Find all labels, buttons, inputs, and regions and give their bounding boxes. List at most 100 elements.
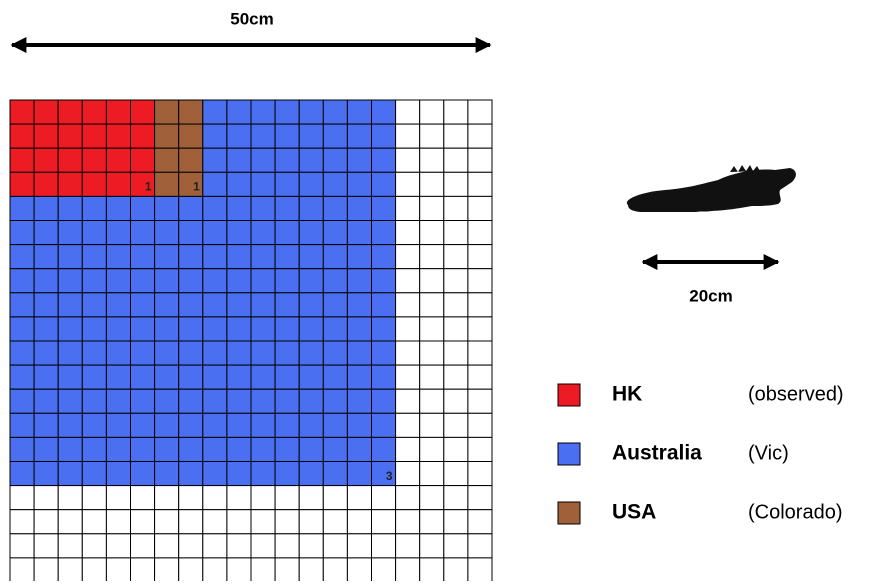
grid-cell: [130, 436, 156, 462]
grid-cell: [57, 171, 83, 197]
legend-note: (observed): [748, 383, 844, 405]
grid-cell: [33, 388, 59, 414]
grid-cell: [9, 147, 35, 173]
grid-cell: [154, 436, 180, 462]
grid-cell: [274, 292, 300, 318]
grid-cell: [274, 195, 300, 221]
grid-cell: [371, 99, 397, 125]
grid-cell: [322, 244, 348, 270]
grid-cell: [154, 485, 180, 511]
grid-cell: [81, 461, 107, 487]
grid-cell: [57, 364, 83, 390]
grid-cell: [226, 123, 252, 149]
grid-cell: [395, 99, 421, 125]
grid-cell: [226, 340, 252, 366]
grid-cell: [346, 99, 372, 125]
grid-cell: [178, 268, 204, 294]
grid-cell: [33, 340, 59, 366]
grid-cell: [322, 485, 348, 511]
grid-cell: [81, 533, 107, 559]
grid-cell: [443, 557, 469, 583]
grid-cell: [371, 220, 397, 246]
grid-cell: [81, 195, 107, 221]
grid-cell: [322, 268, 348, 294]
grid-cell: [105, 316, 132, 342]
grid-cell: [322, 436, 348, 462]
grid-cell: [467, 195, 493, 221]
grid-cell: [57, 195, 83, 221]
grid-cell: [371, 436, 397, 462]
grid-cell: [202, 461, 228, 487]
grid-cell: [226, 485, 252, 511]
grid-cell: [178, 412, 204, 438]
grid-cell: [9, 340, 35, 366]
grid-cell: [322, 147, 348, 173]
grid-cell: [443, 316, 469, 342]
grid-cell: [226, 171, 252, 197]
grid-cell: [467, 147, 493, 173]
grid-cell: [178, 244, 204, 270]
grid-cell: [130, 123, 156, 149]
grid-cell: [298, 412, 324, 438]
grid-cell: [226, 364, 252, 390]
legend-note: (Colorado): [748, 501, 842, 523]
cell-label: 1: [193, 180, 200, 194]
grid-cell: [130, 292, 156, 318]
grid-cell: [130, 412, 156, 438]
grid-cell: [298, 364, 324, 390]
grid-cell: [250, 388, 276, 414]
grid-cell: [419, 509, 445, 535]
grid-cell: [57, 244, 83, 270]
grid-cell: [298, 461, 324, 487]
grid-cell: [419, 244, 445, 270]
legend-name: USA: [612, 501, 656, 524]
grid-cell: [395, 364, 421, 390]
grid-cell: [57, 461, 83, 487]
grid-cell: [298, 533, 324, 559]
grid-cell: [322, 195, 348, 221]
grid-cell: [202, 412, 228, 438]
grid-cell: [298, 123, 324, 149]
grid-cell: [346, 292, 372, 318]
grid-cell: [250, 364, 276, 390]
grid-cell: [202, 533, 228, 559]
grid-cell: [105, 268, 132, 294]
grid-cell: [33, 123, 59, 149]
grid-cell: [226, 461, 252, 487]
grid-cell: [178, 364, 204, 390]
grid-cell: [419, 388, 445, 414]
grid-cell: [346, 123, 372, 149]
grid-cell: [154, 123, 180, 149]
grid-cell: [274, 244, 300, 270]
grid-cell: [322, 364, 348, 390]
grid-cell: [443, 123, 469, 149]
grid-cell: [346, 171, 372, 197]
grid-cell: [467, 340, 493, 366]
grid-cell: [81, 364, 107, 390]
grid-cell: [274, 268, 300, 294]
grid-cell: [274, 509, 300, 535]
grid-cell: [178, 461, 204, 487]
grid-cell: [322, 509, 348, 535]
grid-cell: [57, 388, 83, 414]
grid-cell: [250, 533, 276, 559]
grid-cell: [105, 195, 132, 221]
grid-cell: [346, 436, 372, 462]
grid-cell: [395, 388, 421, 414]
grid-cell: [130, 340, 156, 366]
grid-cell: [371, 509, 397, 535]
grid-cell: [250, 340, 276, 366]
grid-cell: [105, 244, 132, 270]
grid-cell: [130, 557, 156, 583]
grid-cell: [298, 509, 324, 535]
grid-cell: [105, 533, 132, 559]
grid-cell: [346, 364, 372, 390]
grid-cell: [346, 557, 372, 583]
grid-cell: [33, 268, 59, 294]
grid-cell: [33, 557, 59, 583]
grid-cell: [33, 171, 59, 197]
grid-cell: [57, 340, 83, 366]
grid-cell: [33, 316, 59, 342]
grid-cell: [178, 340, 204, 366]
grid-cell: [419, 292, 445, 318]
